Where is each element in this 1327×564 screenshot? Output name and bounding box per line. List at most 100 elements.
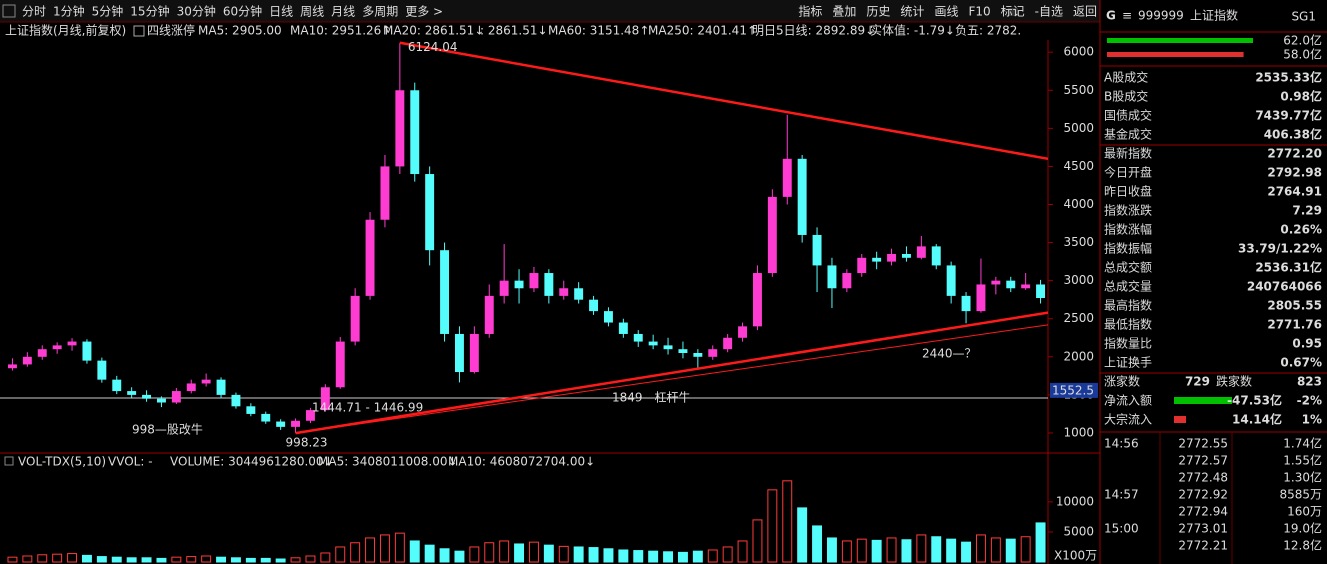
volume-bar [1005,538,1016,563]
trend-line [399,41,1049,161]
candle-body [693,352,703,357]
candle-body [946,265,956,296]
volume-bar [245,557,256,563]
candle-body [201,379,211,384]
candle-body [1036,284,1046,298]
menu-icon[interactable]: ≡ [1122,9,1132,23]
volume-bar [126,557,137,563]
tool-button[interactable]: 画线 [934,5,958,19]
volume-unit: X100万 [1054,549,1097,563]
row-value: 2792.98 [1267,166,1322,180]
y-tick-label: 4000 [1063,197,1094,211]
period-tab[interactable]: 周线 [300,5,324,19]
candle-body [752,273,762,327]
period-tab[interactable]: 多周期 [362,5,398,19]
tool-button[interactable]: F10 [968,5,990,19]
volume-bar [1035,522,1046,563]
ma-label: 明日5日线: 2892.89↓ [752,24,875,38]
row-value: 240764066 [1247,280,1322,294]
row-label: 指数振幅 [1104,241,1152,256]
tick-time: 15:00 [1104,522,1139,536]
volume-bar [752,519,763,563]
candle-body [97,360,107,380]
g-icon[interactable]: G [1106,9,1116,23]
row-label: 昨日收盘 [1104,184,1152,199]
volume-bar [379,534,390,563]
tool-button[interactable]: 叠加 [832,5,856,19]
annotation: 2440—？ [922,347,977,361]
volume-bar [365,537,376,563]
flow-value: -47.53亿 [1227,393,1282,408]
row-label: 指数量比 [1104,336,1152,351]
candle-body [633,333,643,342]
row-label: 最低指数 [1104,317,1152,332]
period-tab[interactable]: 5分钟 [92,4,124,19]
volume-bar [305,555,316,563]
volume-bar [797,507,808,563]
volume-bar [767,489,778,563]
icon [1008,8,1018,16]
tool-button[interactable]: -自选 [1035,5,1063,19]
row-value: 406.38亿 [1264,127,1322,142]
checkbox[interactable] [133,25,145,37]
candle-body [231,394,241,407]
candle-body [872,257,882,262]
period-tab[interactable]: 日线 [269,5,293,19]
candle-body [663,345,673,350]
stock-name: 上证指数 [1190,8,1238,23]
volume-bar [633,550,644,563]
row-value: 2805.55 [1267,299,1322,313]
candle-body [723,337,733,350]
settings-icon[interactable] [4,456,14,466]
volume-bar [722,546,733,563]
period-tab[interactable]: 1分钟 [53,4,85,19]
trend-line [295,311,1049,435]
row-label: 总成交量 [1104,279,1152,294]
breadth-label: 涨家数 [1104,374,1140,389]
y-tick-label: 3500 [1063,235,1094,249]
period-tab[interactable]: 30分钟 [177,4,216,19]
tool-button[interactable]: 返回 [1073,5,1097,19]
candle-body [574,288,584,300]
volume-bar [961,541,972,563]
candle-body [678,349,688,353]
period-tab[interactable]: 15分钟 [130,4,169,19]
row-label: 国债成交 [1104,108,1152,123]
toolbar-bg [0,0,1100,22]
y-tick-label: 5500 [1063,83,1094,97]
volume-bar [22,555,33,563]
tool-button[interactable]: 历史 [866,5,890,19]
candle-body [1021,284,1031,289]
tool-button[interactable]: 指标 [798,4,822,19]
tick-price: 2772.21 [1178,539,1228,553]
ma-label: MA20: 2861.51↓ [383,24,484,38]
period-tab[interactable]: 分时 [22,5,46,19]
y-tick-label: 5000 [1063,524,1094,538]
candle-body [320,387,330,411]
period-tab[interactable]: 60分钟 [223,4,262,19]
tick-volume: 19.0亿 [1283,521,1322,536]
tick-time: 14:57 [1104,488,1139,502]
tick-price: 2772.57 [1178,454,1228,468]
volume-bar [677,551,688,563]
volume-bar [901,539,912,563]
candle-body [589,299,599,312]
period-tab[interactable]: 月线 [331,5,355,19]
tool-button[interactable]: 标记 [1001,5,1025,19]
candle-body [529,273,539,289]
candle-body [782,158,792,197]
candle-body [544,273,554,296]
volume-bar [558,545,569,563]
ratio-label: 58.0亿 [1283,47,1322,62]
candle-body [499,280,509,296]
volume-bar [737,540,748,563]
candle-body [901,253,911,258]
volume-bar [886,537,897,563]
y-tick-label: 2000 [1063,349,1094,363]
indicator-name: 四线涨停 [147,23,195,38]
high-label: 6124.04 [408,40,458,54]
period-tab[interactable]: 更多 > [405,5,443,19]
tool-button[interactable]: 统计 [900,5,924,19]
candle-body [365,219,375,296]
